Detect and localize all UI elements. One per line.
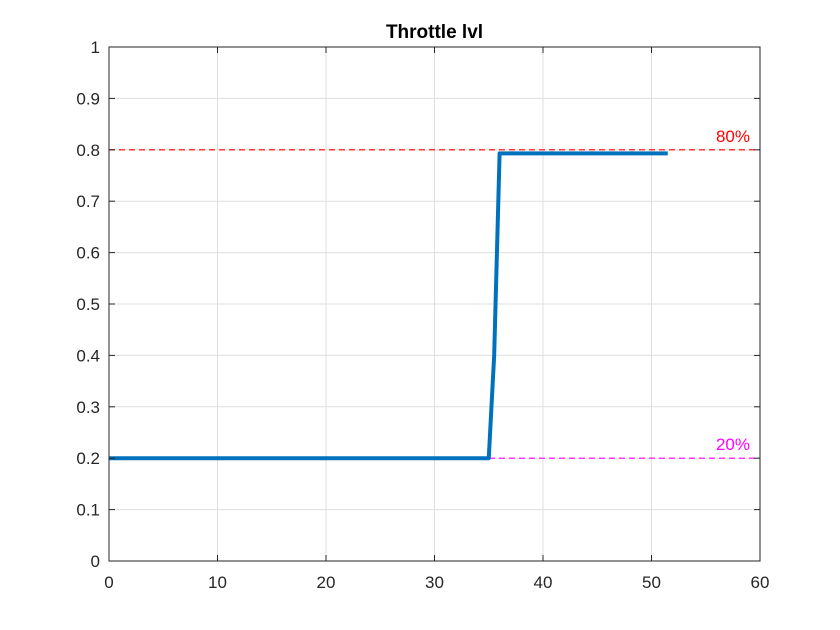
- reference-label: 20%: [716, 435, 750, 454]
- y-tick-label: 0.6: [76, 244, 100, 263]
- annotations: 80% 20%: [716, 127, 750, 454]
- chart-title: Throttle lvl: [386, 22, 483, 43]
- reference-label: 80%: [716, 127, 750, 146]
- x-tick-label: 10: [208, 573, 227, 592]
- x-axis: 0 10 20 30 40 50 60: [104, 47, 769, 592]
- y-tick-label: 0.7: [76, 192, 100, 211]
- y-tick-label: 0.2: [76, 449, 100, 468]
- series-group: [109, 151, 668, 461]
- x-tick-label: 30: [425, 573, 444, 592]
- y-tick-label: 0.8: [76, 141, 100, 160]
- y-tick-label: 0: [91, 552, 100, 571]
- y-tick-label: 0.3: [76, 398, 100, 417]
- x-tick-label: 40: [534, 573, 553, 592]
- y-tick-label: 1: [91, 38, 100, 57]
- y-tick-label: 0.1: [76, 501, 100, 520]
- x-tick-label: 0: [104, 573, 113, 592]
- x-tick-label: 50: [642, 573, 661, 592]
- x-tick-label: 20: [317, 573, 336, 592]
- y-tick-label: 0.4: [76, 346, 100, 365]
- y-tick-label: 0.5: [76, 295, 100, 314]
- series-line: [109, 151, 668, 461]
- y-tick-label: 0.9: [76, 89, 100, 108]
- x-tick-label: 60: [751, 573, 770, 592]
- y-axis: 0 0.1 0.2 0.3 0.4 0.5 0.6 0.7 0.8 0.9 1: [76, 38, 760, 571]
